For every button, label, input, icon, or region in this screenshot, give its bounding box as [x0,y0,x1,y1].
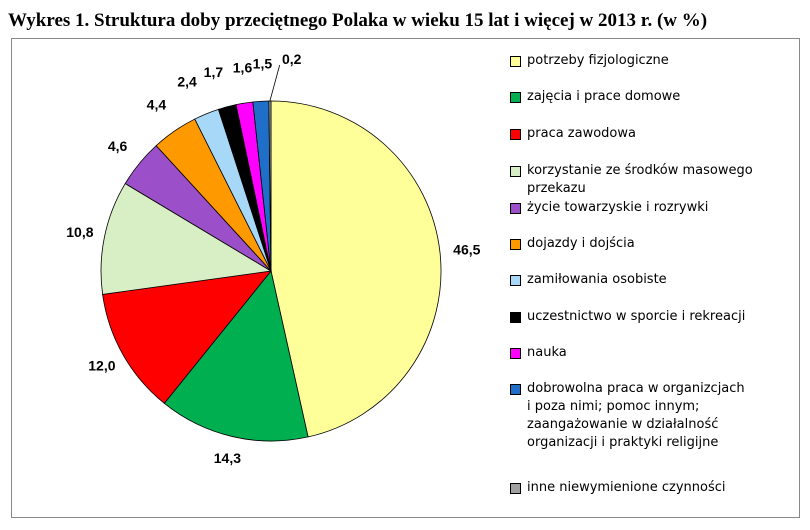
legend-swatch [510,483,521,494]
slice-data-label: 12,0 [88,358,115,374]
legend-swatch [510,129,521,140]
chart-title: Wykres 1. Struktura doby przeciętnego Po… [8,10,708,31]
legend-swatch [510,239,521,250]
pie-slices [100,100,442,442]
legend-item: nauka [510,344,790,362]
legend-label: nauka [527,345,567,360]
legend-label: praca zawodowa [527,126,636,141]
slice-data-label: 10,8 [66,224,93,240]
legend-label: dobrowolna praca w organizcjach i poza ni… [527,381,745,450]
legend-swatch [510,275,521,286]
slice-data-label: 0,2 [282,51,302,67]
legend-item: życie towarzyskie i rozrywki [510,199,790,217]
legend-item: uczestnictwo w sporcie i rekreacji [510,308,790,326]
legend-swatch [510,203,521,214]
chart-frame [11,38,800,518]
legend-label: inne niewymienione czynności [527,480,726,495]
slice-data-label: 46,5 [453,241,480,257]
slice-data-label: 1,7 [204,64,224,80]
slice-data-label: 2,4 [177,73,197,89]
pie-slice [163,270,309,442]
legend-swatch [510,166,521,177]
pie-slice [270,100,442,438]
legend-swatch [510,312,521,323]
legend-item: dobrowolna praca w organizcjach i poza ni… [510,380,790,452]
legend-label: zamiłowania osobiste [527,272,667,287]
legend-swatch [510,384,521,395]
legend-swatch [510,56,521,67]
slice-data-label: 14,3 [214,450,241,466]
legend-item: dojazdy i dojścia [510,235,790,253]
legend-label: życie towarzyskie i rozrywki [527,200,709,215]
pie-slice [100,183,273,295]
slice-data-label: 1,6 [233,60,253,76]
pie-slice [102,270,272,404]
legend-item: potrzeby fizjologiczne [510,52,790,70]
leader-line [269,64,281,102]
legend-label: korzystanie ze środków masowego przekazu [527,163,753,196]
legend-label: uczestnictwo w sporcie i rekreacji [527,309,746,324]
legend-item: praca zawodowa [510,125,790,143]
legend-item: korzystanie ze środków masowego przekazu [510,162,790,198]
legend-label: potrzeby fizjologiczne [527,53,669,68]
legend-label: zajęcia i prace domowe [527,89,681,104]
slice-data-label: 4,4 [147,97,167,113]
legend-item: zajęcia i prace domowe [510,88,790,106]
slice-data-label: 4,6 [108,138,128,154]
leader-lines [269,64,281,102]
data-labels: 46,5 14,3 12,0 10,8 4,6 4,4 2,4 1,7 1,6 1,5 0,2 [66,51,480,466]
legend-item: zamiłowania osobiste [510,271,790,289]
legend-swatch [510,348,521,359]
slice-data-label: 1,5 [253,55,273,71]
legend-label: dojazdy i dojścia [527,236,635,251]
legend-item: inne niewymienione czynności [510,479,790,497]
legend-swatch [510,92,521,103]
